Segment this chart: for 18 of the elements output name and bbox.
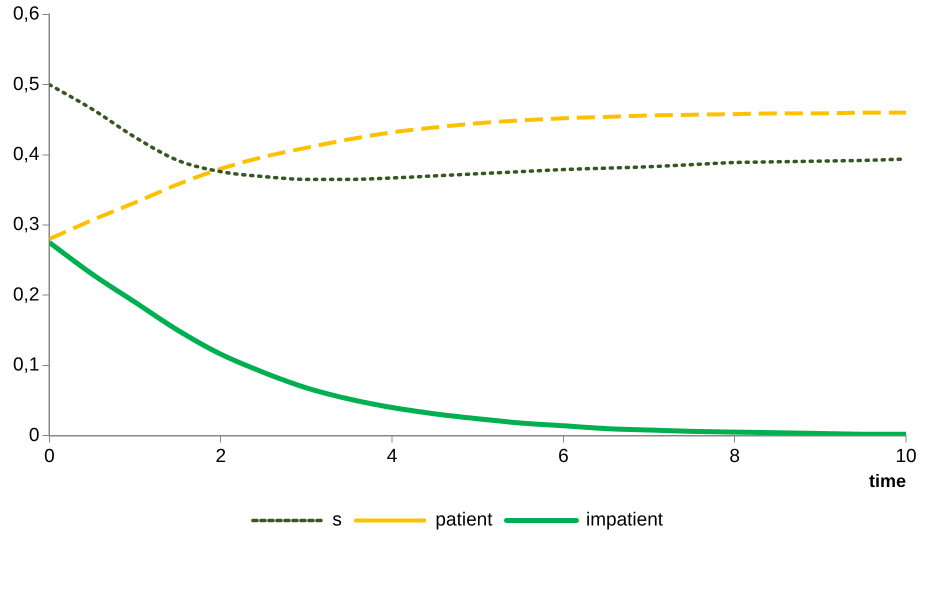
y-tick-label: 0,6 <box>12 4 40 25</box>
x-tick-label: 2 <box>215 446 226 468</box>
legend-label: patient <box>435 510 494 531</box>
legend-label: impatient <box>586 510 664 531</box>
y-tick-label: 0,5 <box>12 74 40 95</box>
legend-label: s <box>332 510 342 531</box>
x-tick-label: 8 <box>729 446 740 468</box>
y-tick-label: 0,4 <box>12 144 40 166</box>
y-tick-label: 0 <box>28 424 40 446</box>
x-tick-label: 10 <box>895 446 917 468</box>
x-tick-label: 0 <box>44 446 55 468</box>
y-tick-label: 0,2 <box>12 284 40 306</box>
x-tick-label: 4 <box>386 446 398 468</box>
x-axis-title: time <box>868 471 906 492</box>
y-tick-label: 0,3 <box>12 214 40 236</box>
x-tick-label: 6 <box>558 446 569 468</box>
y-tick-label: 0,1 <box>12 354 40 376</box>
line-series <box>49 110 906 242</box>
